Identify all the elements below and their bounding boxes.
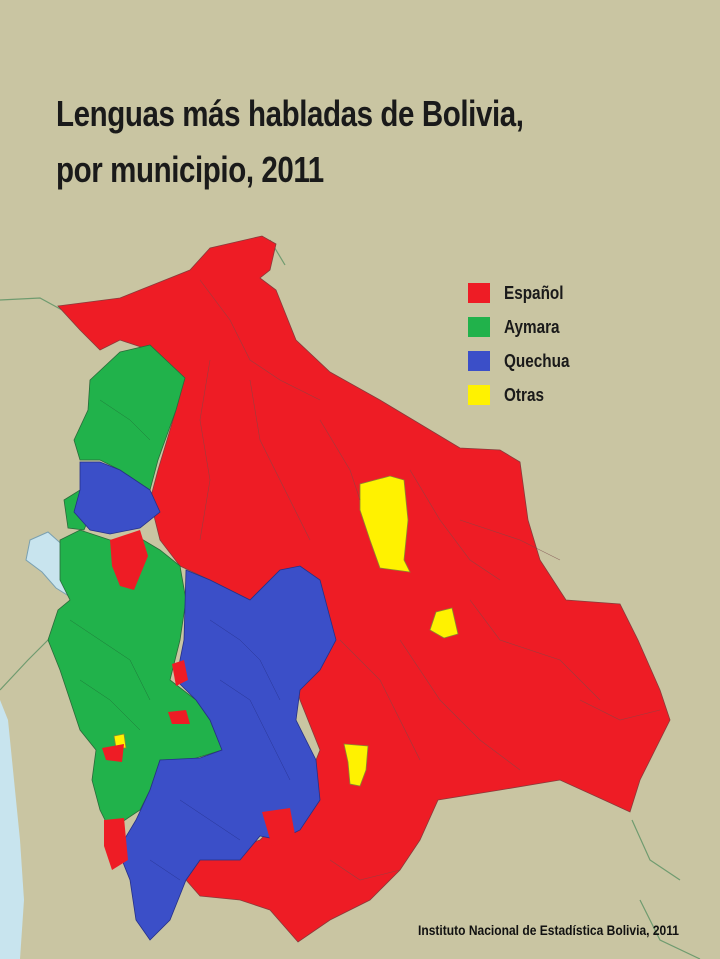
region-otras-1 (359, 475, 411, 573)
region-otras-2 (429, 607, 459, 639)
region-quechua-central (117, 565, 337, 941)
legend-label-aymara: Aymara (504, 316, 560, 337)
region-espanol-enclave-2 (172, 660, 188, 686)
region-espanol (57, 235, 671, 943)
title-line-2: por municipio, 2011 (56, 149, 324, 190)
source-credit: Instituto Nacional de Estadística Bolivi… (418, 922, 679, 938)
legend-swatch-espanol (468, 283, 490, 303)
legend-item-espanol: Español (468, 276, 581, 310)
legend-item-aymara: Aymara (468, 310, 581, 344)
ocean-water (0, 700, 24, 959)
region-otras-3 (343, 743, 369, 787)
aymara-borders (69, 399, 151, 731)
map-title: Lenguas más habladas de Bolivia, por mun… (56, 86, 581, 198)
legend-swatch-aymara (468, 317, 490, 337)
region-espanol-enclave-3 (168, 710, 190, 724)
legend-item-quechua: Quechua (468, 344, 581, 378)
legend-swatch-otras (468, 385, 490, 405)
region-espanol-enclave-6 (262, 808, 296, 846)
title-line-1: Lenguas más habladas de Bolivia, (56, 93, 524, 134)
legend-label-espanol: Español (504, 282, 564, 303)
quechua-borders (149, 619, 291, 881)
municipal-borders (199, 279, 661, 881)
legend-swatch-quechua (468, 351, 490, 371)
region-quechua-north (73, 461, 161, 535)
legend-label-quechua: Quechua (504, 350, 570, 371)
legend-item-otras: Otras (468, 378, 581, 412)
region-espanol-enclave-4 (102, 744, 124, 762)
legend-label-otras: Otras (504, 384, 544, 405)
region-espanol-enclave-5 (104, 818, 128, 870)
region-espanol-enclave-1 (110, 530, 148, 590)
map-legend: Español Aymara Quechua Otras (468, 276, 581, 412)
